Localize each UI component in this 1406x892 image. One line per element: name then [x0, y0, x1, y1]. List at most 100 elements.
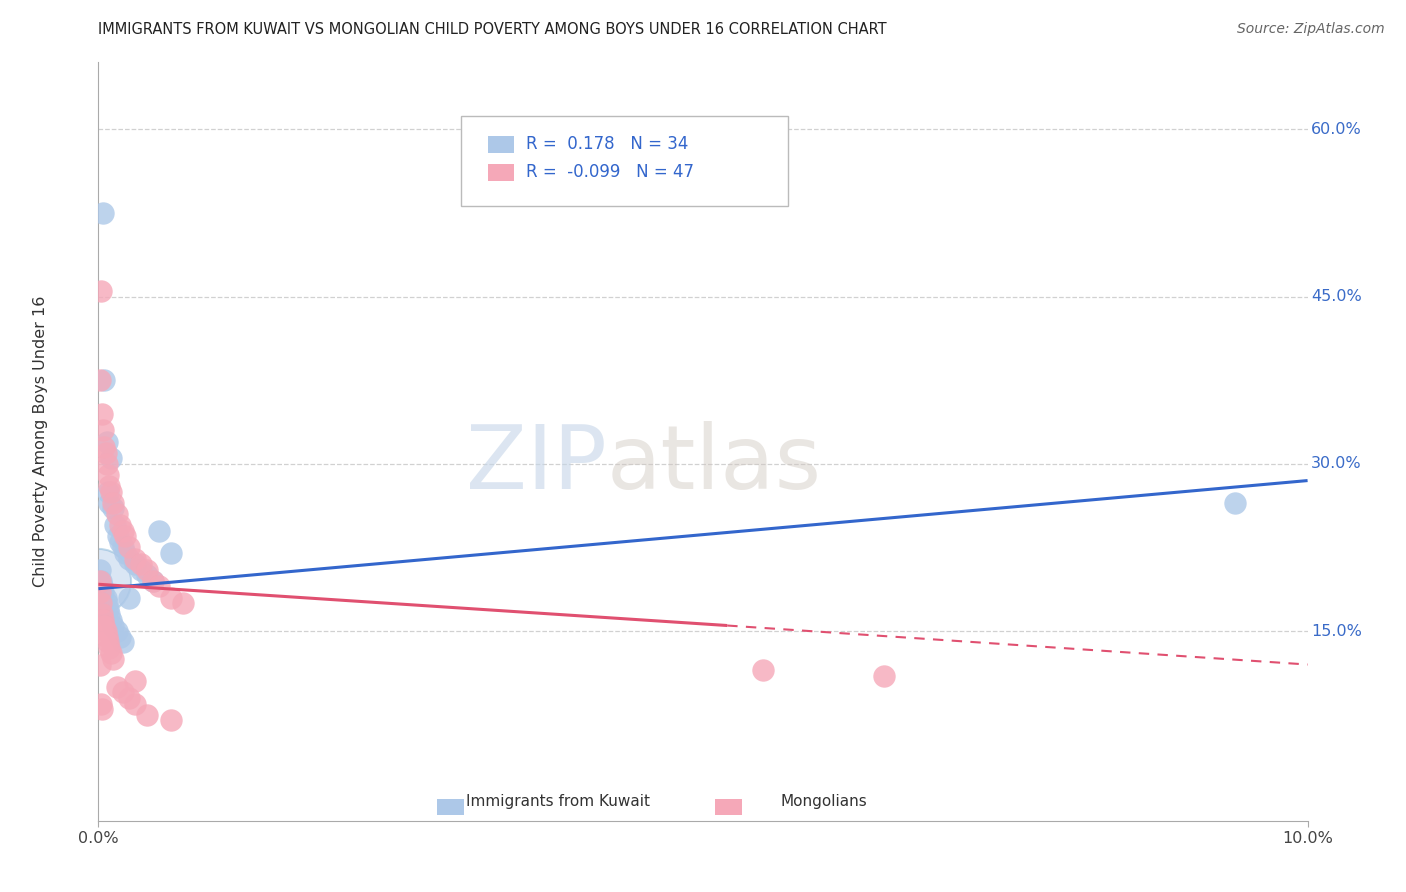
Point: [97, 468, 120, 483]
Point: [97, 635, 120, 649]
Point: [1223, 496, 1246, 510]
Point: [96, 596, 118, 610]
Point: [89, 563, 111, 577]
Point: [90, 596, 112, 610]
Point: [108, 535, 131, 549]
Point: [98, 496, 121, 510]
Text: R =  0.178   N = 34: R = 0.178 N = 34: [526, 136, 689, 153]
Point: [129, 563, 152, 577]
Point: [94, 624, 117, 639]
FancyBboxPatch shape: [488, 164, 515, 181]
Text: Mongolians: Mongolians: [780, 794, 868, 809]
Point: [101, 652, 124, 666]
Point: [96, 457, 118, 471]
Point: [93, 373, 115, 387]
Point: [105, 680, 128, 694]
Point: [94, 446, 117, 460]
Point: [111, 541, 134, 555]
Point: [100, 646, 122, 660]
Point: [104, 518, 127, 533]
Point: [89, 574, 111, 588]
Point: [91, 613, 114, 627]
Point: [90, 697, 112, 711]
Point: [111, 524, 134, 538]
Point: [89, 657, 111, 672]
Point: [124, 557, 146, 572]
Text: 60.0%: 60.0%: [1312, 122, 1362, 136]
Point: [100, 451, 122, 466]
Point: [101, 501, 124, 516]
FancyBboxPatch shape: [437, 798, 464, 815]
Point: [107, 529, 129, 543]
Point: [752, 663, 775, 677]
Point: [114, 546, 136, 560]
FancyBboxPatch shape: [461, 116, 787, 207]
Point: [98, 479, 121, 493]
Text: 30.0%: 30.0%: [1312, 457, 1362, 471]
Point: [148, 580, 170, 594]
FancyBboxPatch shape: [488, 136, 515, 153]
Point: [90, 574, 112, 588]
Point: [118, 691, 141, 706]
Point: [135, 707, 157, 722]
Point: [91, 206, 114, 220]
Point: [89, 373, 111, 387]
Point: [93, 440, 115, 454]
Point: [90, 284, 112, 298]
Point: [91, 702, 114, 716]
Point: [97, 484, 120, 499]
Point: [91, 607, 114, 622]
Point: [108, 630, 131, 644]
Point: [135, 563, 157, 577]
Point: [114, 529, 136, 543]
Point: [96, 630, 118, 644]
Point: [142, 574, 165, 588]
Point: [96, 434, 118, 449]
Point: [148, 524, 170, 538]
Point: [124, 674, 146, 689]
Point: [100, 484, 122, 499]
Text: ZIP: ZIP: [465, 421, 606, 508]
Point: [160, 591, 183, 605]
Point: [97, 602, 120, 616]
Text: 45.0%: 45.0%: [1312, 289, 1362, 304]
Point: [87, 574, 110, 588]
Text: atlas: atlas: [606, 421, 821, 508]
Text: Child Poverty Among Boys Under 16: Child Poverty Among Boys Under 16: [32, 296, 48, 587]
Point: [91, 585, 114, 599]
Text: 15.0%: 15.0%: [1312, 624, 1362, 639]
Point: [91, 580, 114, 594]
Point: [129, 557, 152, 572]
Point: [98, 640, 121, 655]
Point: [105, 507, 128, 521]
Point: [135, 568, 157, 582]
Text: Source: ZipAtlas.com: Source: ZipAtlas.com: [1237, 22, 1385, 37]
Point: [124, 551, 146, 566]
Text: IMMIGRANTS FROM KUWAIT VS MONGOLIAN CHILD POVERTY AMONG BOYS UNDER 16 CORRELATIO: IMMIGRANTS FROM KUWAIT VS MONGOLIAN CHIL…: [98, 22, 887, 37]
Point: [98, 607, 121, 622]
Point: [160, 714, 183, 728]
Point: [172, 596, 194, 610]
Point: [94, 591, 117, 605]
Point: [91, 424, 114, 438]
Point: [101, 496, 124, 510]
Point: [124, 697, 146, 711]
Text: R =  -0.099   N = 47: R = -0.099 N = 47: [526, 163, 695, 181]
FancyBboxPatch shape: [716, 798, 742, 815]
Point: [111, 685, 134, 699]
Point: [118, 591, 141, 605]
Point: [101, 618, 124, 632]
Point: [118, 541, 141, 555]
Text: Immigrants from Kuwait: Immigrants from Kuwait: [465, 794, 650, 809]
Point: [100, 613, 122, 627]
Point: [108, 518, 131, 533]
Point: [105, 624, 128, 639]
Point: [89, 585, 111, 599]
Point: [118, 551, 141, 566]
Point: [160, 546, 183, 560]
Point: [142, 574, 165, 588]
Point: [873, 669, 896, 683]
Point: [93, 618, 115, 632]
Point: [91, 407, 114, 421]
Point: [111, 635, 134, 649]
